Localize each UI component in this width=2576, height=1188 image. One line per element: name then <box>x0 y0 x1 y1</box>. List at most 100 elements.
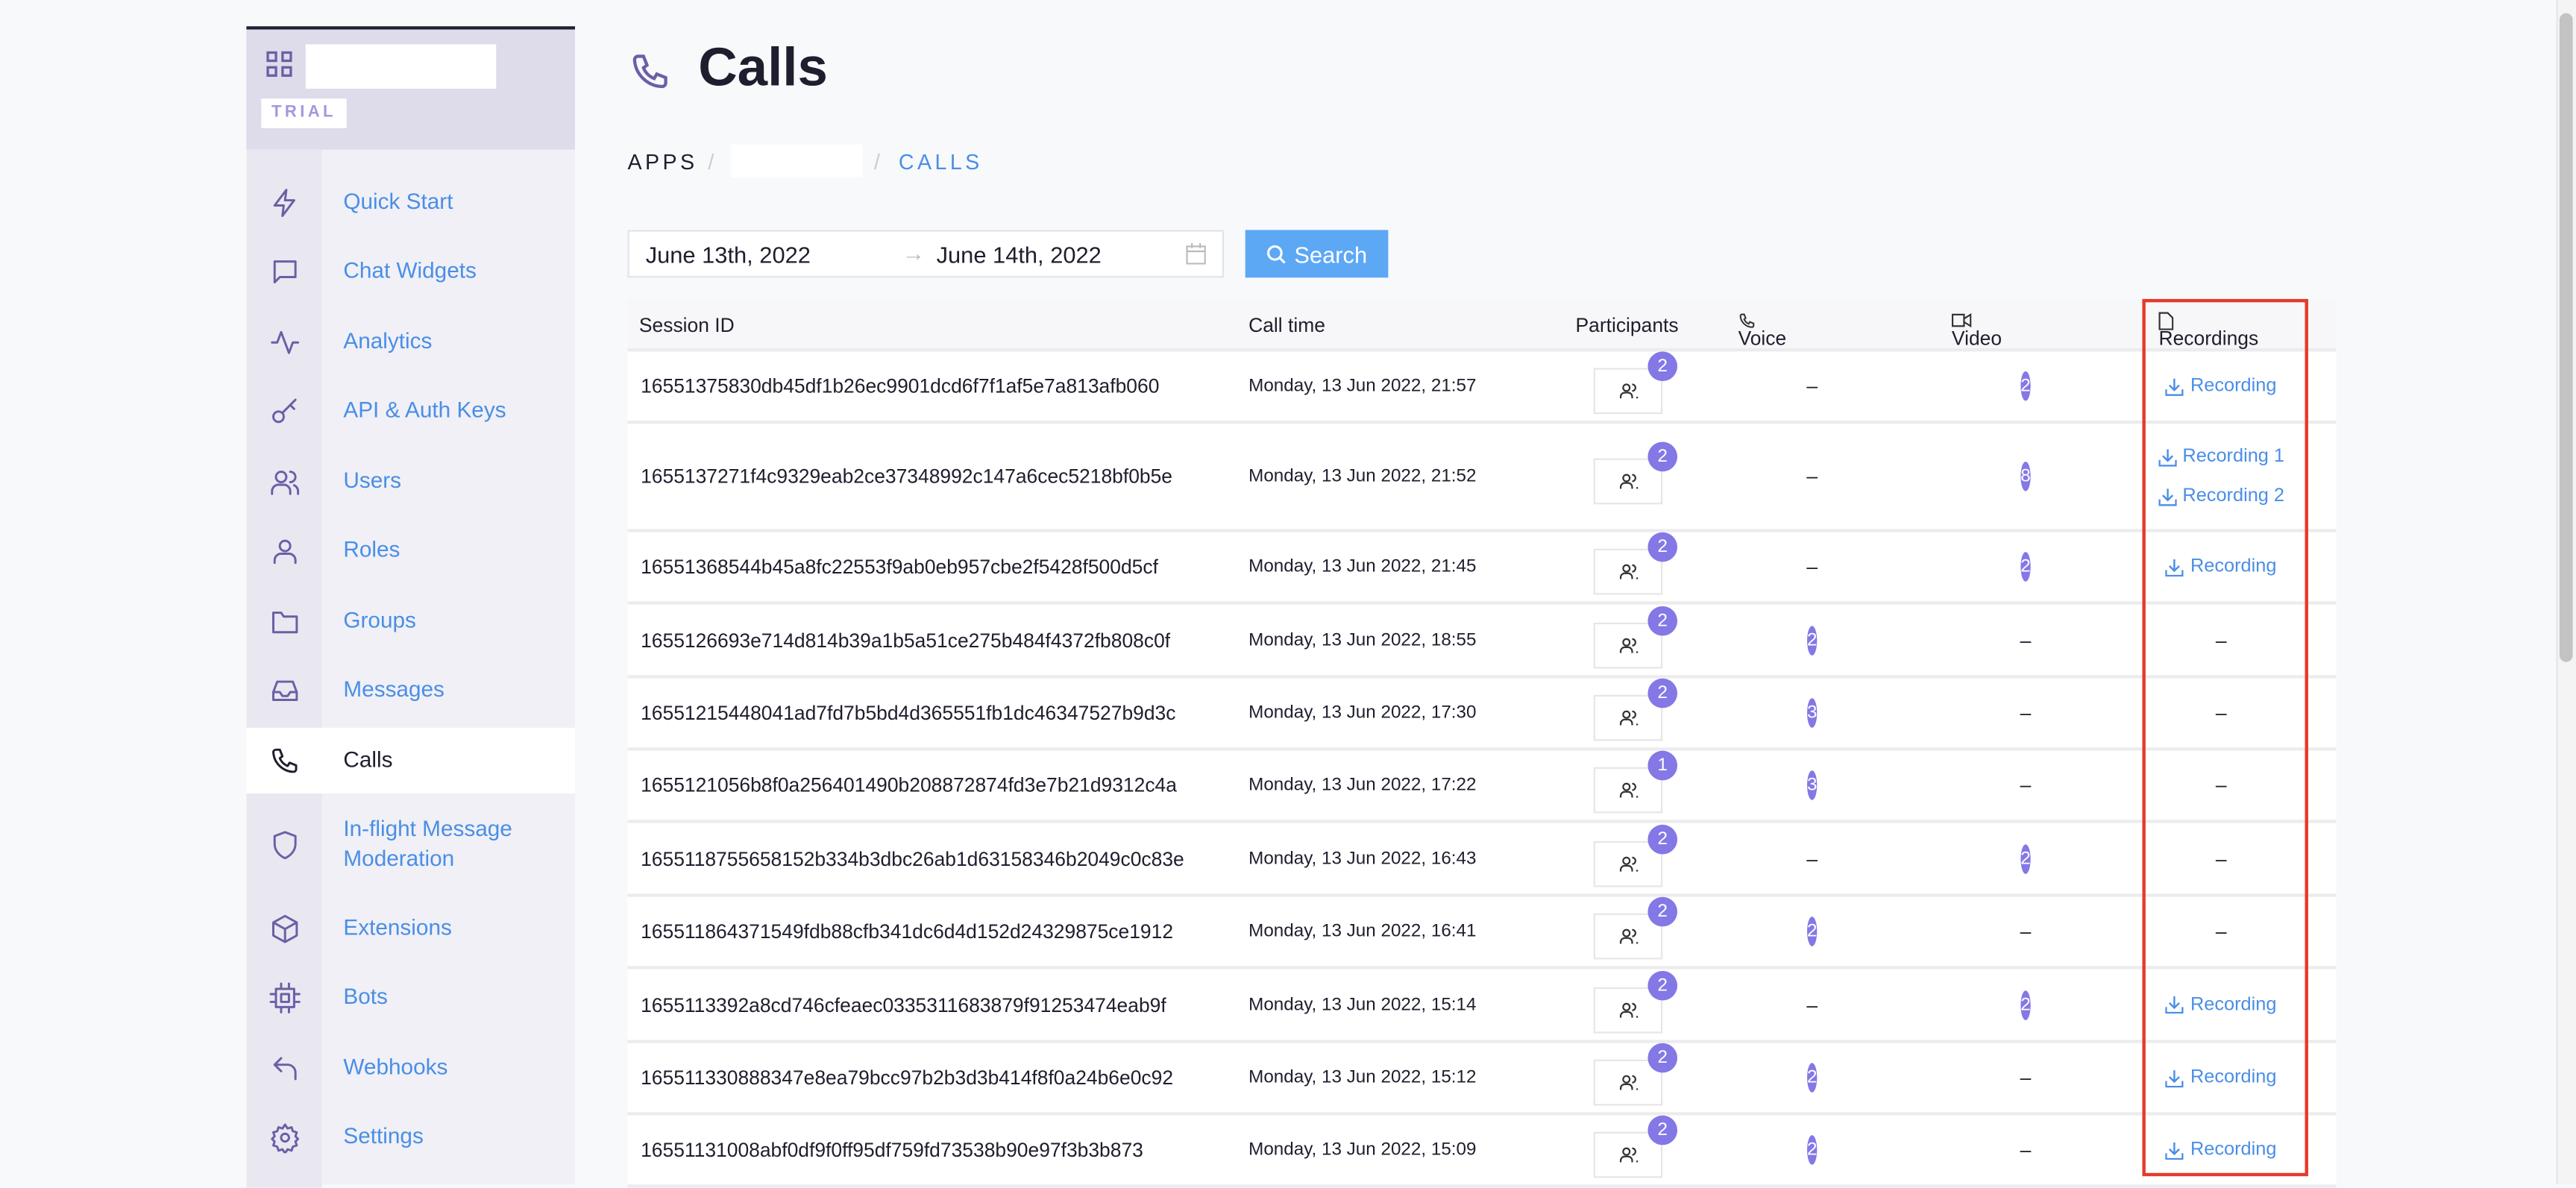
session-id[interactable]: 165511330888347e8ea79bcc97b2b3d3b414f8f0… <box>641 1066 1174 1090</box>
sidebar-item-label: Settings <box>343 1123 424 1148</box>
header-session-id[interactable]: Session ID <box>638 313 735 337</box>
download-icon <box>2165 558 2184 576</box>
participants-count-badge: 2 <box>1647 1043 1678 1073</box>
sidebar-item-chat-widgets[interactable]: Chat Widgets <box>246 238 575 304</box>
sidebar-item-analytics[interactable]: Analytics <box>246 309 575 374</box>
table-row[interactable]: 16551215448041ad7fd7b5bd4d365551fb1dc463… <box>627 678 2337 751</box>
sidebar-item-extensions[interactable]: Extensions <box>246 896 575 961</box>
empty-dash: – <box>2020 920 2032 943</box>
table-row[interactable]: 16551131008abf0df9f0ff95df759fd73538b90e… <box>627 1115 2337 1188</box>
participants-button[interactable] <box>1593 548 1663 595</box>
recording-download-link[interactable]: Recording <box>2165 1140 2276 1160</box>
table-row[interactable]: 1655121056b8f0a256401490b208872874fd3e7b… <box>627 750 2337 823</box>
sidebar-item-quick-start[interactable]: Quick Start <box>246 169 575 235</box>
session-id[interactable]: 1655137271f4c9329eab2ce37348992c147a6cec… <box>641 465 1173 488</box>
sidebar-item-bots[interactable]: Bots <box>246 964 575 1030</box>
empty-dash: – <box>2020 773 2032 797</box>
lightning-icon <box>246 186 321 218</box>
minutes-badge: 2 <box>2020 990 2031 1019</box>
file-icon <box>2158 312 2174 330</box>
session-id[interactable]: 1655113392a8cd746cfeaec0335311683879f912… <box>641 993 1166 1016</box>
apps-grid-icon[interactable] <box>266 51 292 77</box>
scrollbar-thumb[interactable] <box>2559 13 2573 662</box>
corner-up-left-icon <box>246 1052 321 1084</box>
participants-count-badge: 2 <box>1647 678 1678 708</box>
minutes-badge: 2 <box>2020 371 2031 401</box>
session-id[interactable]: 16551375830db45df1b26ec9901dcd6f7f1af5e7… <box>641 374 1160 398</box>
sidebar-item-calls[interactable]: Calls <box>246 727 575 793</box>
sidebar-item-label: Roles <box>343 537 400 562</box>
sidebar-item-messages[interactable]: Messages <box>246 657 575 723</box>
app-name-redacted[interactable] <box>305 44 497 89</box>
session-id[interactable]: 1655118755658152b334b3dbc26ab1d63158346b… <box>641 846 1184 870</box>
table-row[interactable]: 165511864371549fdb88cfb341dc6d4d152d2432… <box>627 896 2337 969</box>
folder-icon <box>246 606 321 637</box>
table-row[interactable]: 16551368544b45a8fc22553f9ab0eb957cbe2f54… <box>627 532 2337 605</box>
participants-count-badge: 2 <box>1647 1115 1678 1145</box>
call-time: Monday, 13 Jun 2022, 15:14 <box>1248 994 1477 1015</box>
video-icon <box>1951 312 1972 328</box>
table-row[interactable]: 165511330888347e8ea79bcc97b2b3d3b414f8f0… <box>627 1043 2337 1116</box>
sidebar-header: TRIAL <box>246 29 575 150</box>
box-icon <box>246 913 321 944</box>
empty-dash: – <box>1806 846 1818 870</box>
session-id[interactable]: 1655121056b8f0a256401490b208872874fd3e7b… <box>641 773 1177 797</box>
sidebar-item-users[interactable]: Users <box>246 448 575 514</box>
recording-download-link[interactable]: Recording 1 <box>2158 447 2284 467</box>
download-icon <box>2165 996 2184 1014</box>
users-icon <box>1618 564 1638 579</box>
sidebar-item-groups[interactable]: Groups <box>246 588 575 654</box>
participants-count-badge: 2 <box>1647 605 1678 635</box>
table-row[interactable]: 1655118755658152b334b3dbc26ab1d63158346b… <box>627 823 2337 897</box>
download-icon <box>2158 488 2176 506</box>
minutes-badge: 8 <box>2020 461 2031 491</box>
table-row[interactable]: 1655137271f4c9329eab2ce37348992c147a6cec… <box>627 424 2337 532</box>
table-row[interactable]: 1655126693e714d814b39a1b5a51ce275b484f43… <box>627 604 2337 679</box>
recording-download-link[interactable]: Recording 2 <box>2158 486 2284 506</box>
users-icon <box>1618 1002 1638 1017</box>
header-call-time[interactable]: Call time <box>1248 313 1325 337</box>
sidebar-item-webhooks[interactable]: Webhooks <box>246 1035 575 1101</box>
sidebar-item-roles[interactable]: Roles <box>246 518 575 583</box>
call-time: Monday, 13 Jun 2022, 17:30 <box>1248 703 1477 723</box>
participants-count-badge: 2 <box>1647 969 1678 1000</box>
sidebar-item-label: In-flight Message Moderation <box>343 816 512 871</box>
date-range-picker[interactable]: June 13th, 2022 → June 14th, 2022 <box>627 230 1225 278</box>
participants-button[interactable] <box>1593 913 1663 960</box>
phone-icon <box>246 745 321 776</box>
search-button[interactable]: Search <box>1245 230 1389 278</box>
session-id[interactable]: 16551368544b45a8fc22553f9ab0eb957cbe2f54… <box>641 555 1158 579</box>
session-id[interactable]: 165511864371549fdb88cfb341dc6d4d152d2432… <box>641 920 1174 943</box>
users-icon <box>1618 1075 1638 1090</box>
breadcrumb-app-redacted[interactable] <box>731 144 863 177</box>
header-participants: Participants <box>1575 313 1679 337</box>
recording-download-link[interactable]: Recording <box>2165 376 2276 396</box>
recording-download-link[interactable]: Recording <box>2165 995 2276 1014</box>
shield-icon <box>246 829 321 860</box>
empty-dash: – <box>2020 701 2032 725</box>
recording-download-link[interactable]: Recording <box>2165 557 2276 576</box>
call-time: Monday, 13 Jun 2022, 16:41 <box>1248 921 1477 942</box>
participants-count-badge: 2 <box>1647 896 1678 927</box>
participants-count-badge: 2 <box>1647 441 1678 472</box>
participants-count-badge: 1 <box>1647 750 1678 781</box>
calendar-icon[interactable] <box>1186 243 1206 265</box>
users-icon <box>1618 1147 1638 1163</box>
table-row[interactable]: 16551375830db45df1b26ec9901dcd6f7f1af5e7… <box>627 351 2337 424</box>
activity-icon <box>246 326 321 357</box>
recording-download-link[interactable]: Recording <box>2165 1068 2276 1087</box>
session-id[interactable]: 16551215448041ad7fd7b5bd4d365551fb1dc463… <box>641 701 1176 725</box>
session-id[interactable]: 1655126693e714d814b39a1b5a51ce275b484f43… <box>641 628 1171 652</box>
minutes-badge: 3 <box>1806 770 1818 800</box>
breadcrumb-apps[interactable]: APPS <box>627 149 698 175</box>
session-id[interactable]: 16551131008abf0df9f0ff95df759fd73538b90e… <box>641 1138 1143 1162</box>
start-date-input[interactable]: June 13th, 2022 <box>645 241 811 268</box>
table-row[interactable]: 1655113392a8cd746cfeaec0335311683879f912… <box>627 969 2337 1043</box>
sidebar-item-settings[interactable]: Settings <box>246 1104 575 1169</box>
sidebar-item-in-flight-message-moderation[interactable]: In-flight Message Moderation <box>246 803 575 885</box>
end-date-input[interactable]: June 14th, 2022 <box>936 241 1102 268</box>
download-icon <box>2165 1141 2184 1160</box>
sidebar-item-label: API & Auth Keys <box>343 397 506 423</box>
sidebar-item-api-auth-keys[interactable]: API & Auth Keys <box>246 378 575 444</box>
user-icon <box>246 535 321 566</box>
